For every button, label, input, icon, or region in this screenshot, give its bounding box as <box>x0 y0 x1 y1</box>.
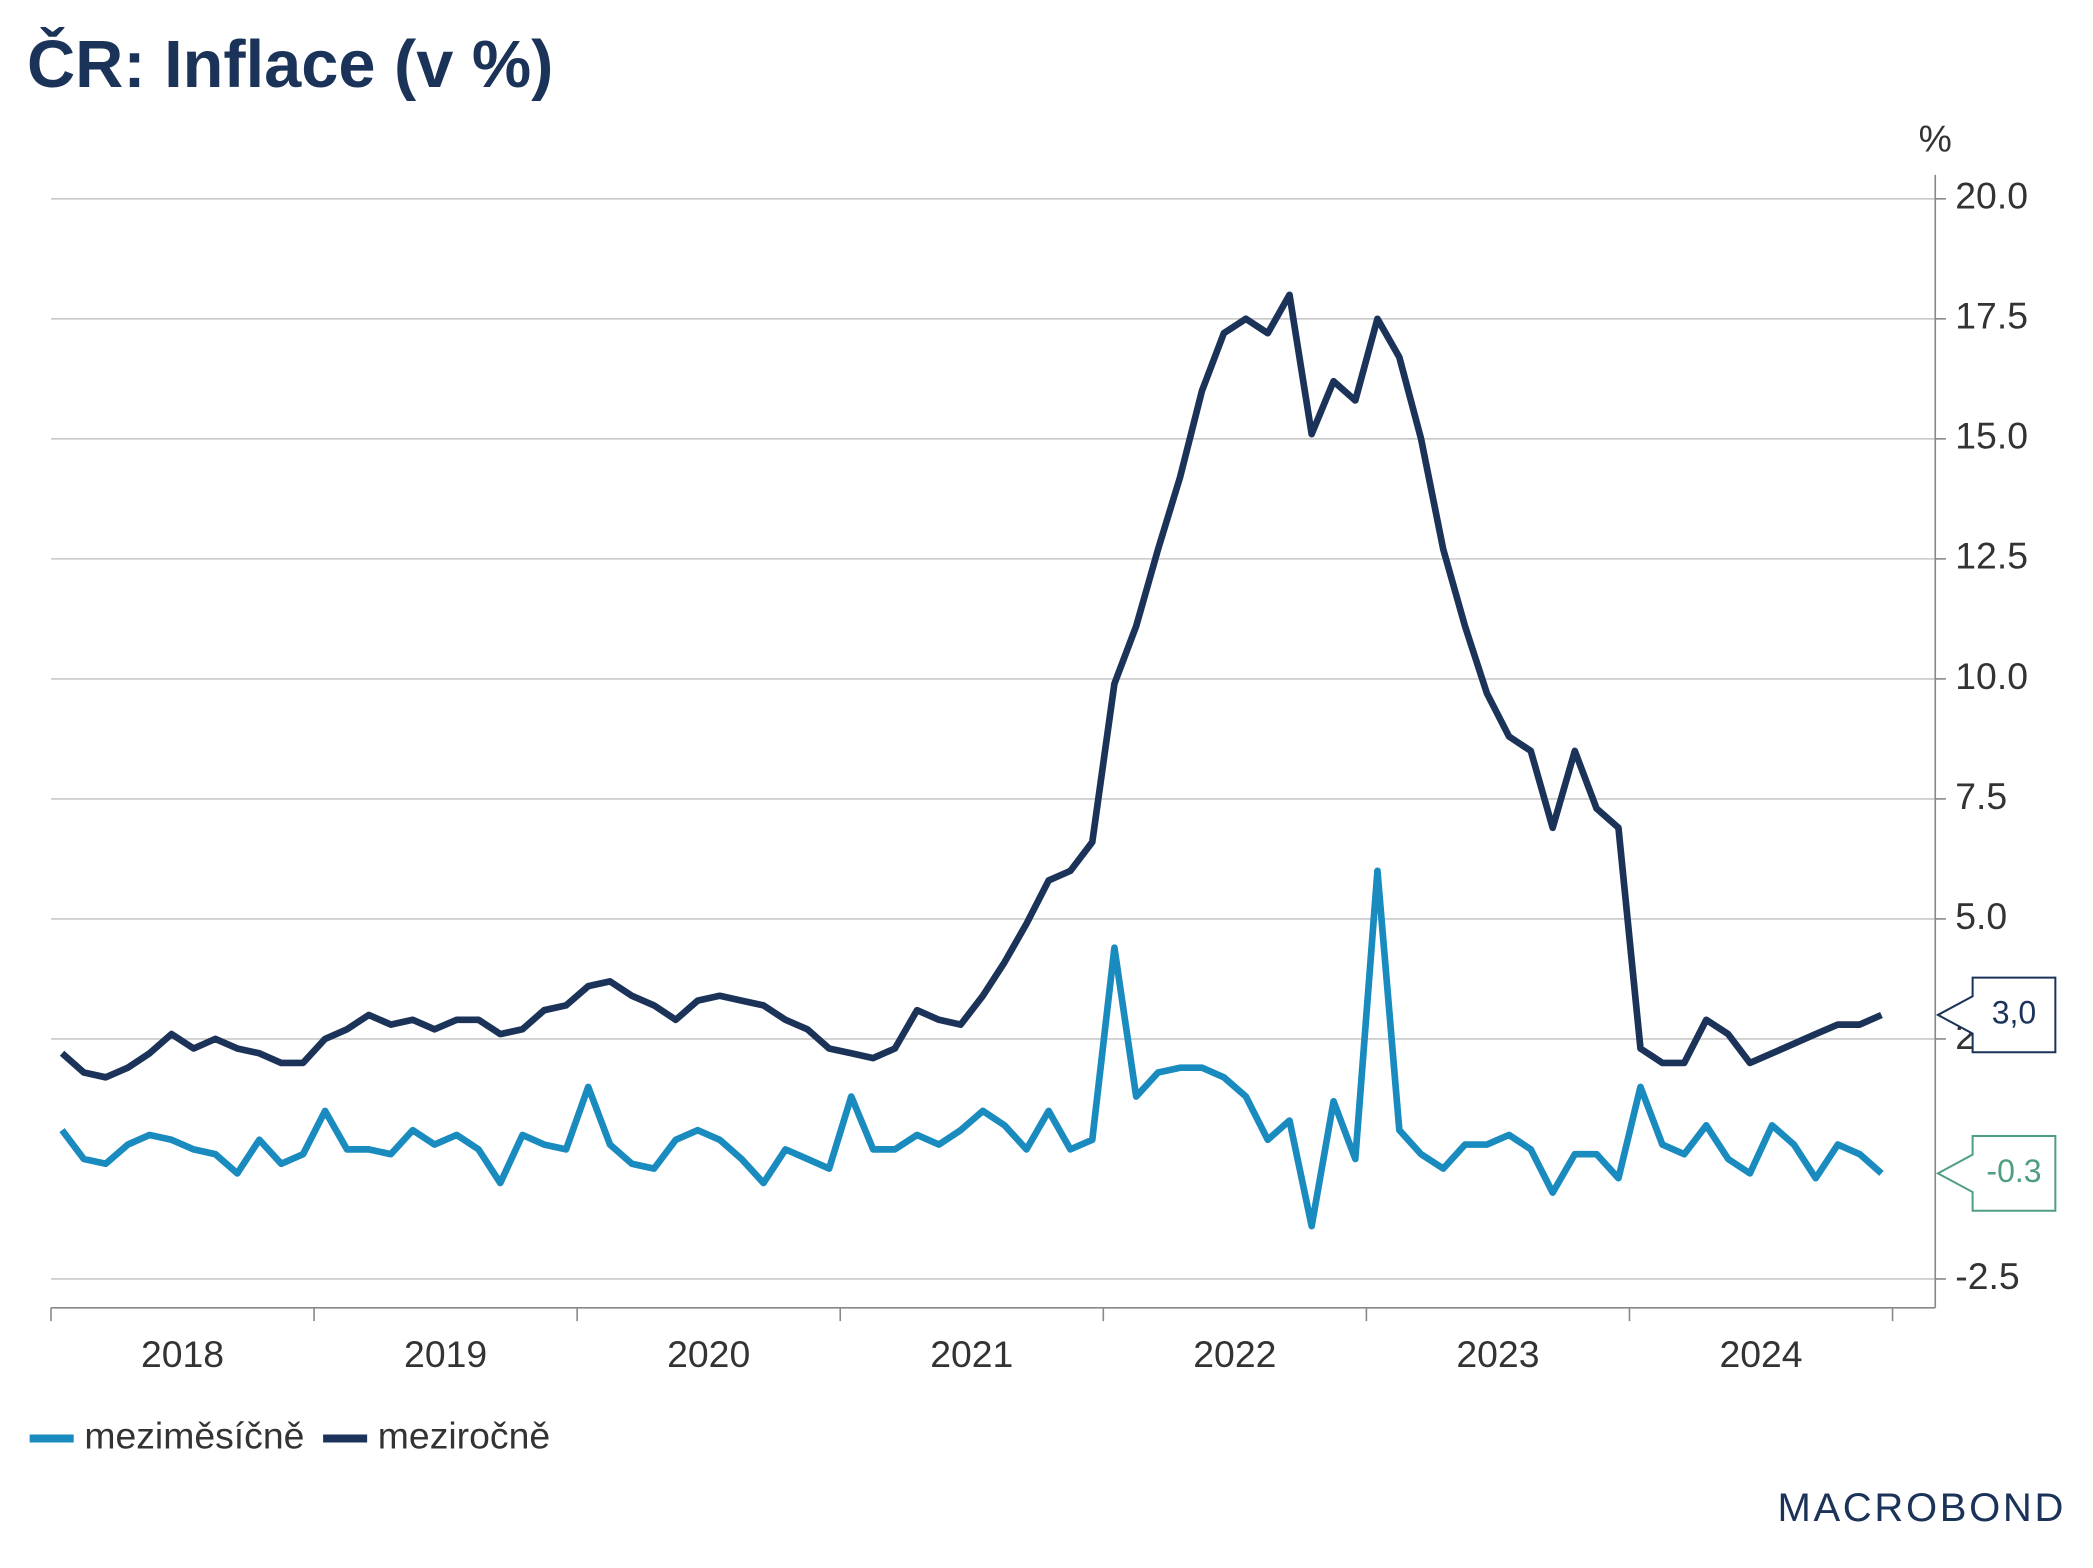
end-label: -0.3 <box>1986 1153 2041 1189</box>
end-label-box <box>1935 1134 2057 1212</box>
legend-label: meziročně <box>378 1414 550 1456</box>
x-tick-label: 2018 <box>141 1333 224 1375</box>
x-tick-label: 2022 <box>1193 1333 1276 1375</box>
y-tick-label: 12.5 <box>1955 535 2028 577</box>
y-tick-label: 5.0 <box>1955 895 2007 937</box>
x-tick-label: 2024 <box>1719 1333 1802 1375</box>
y-tick-label: 10.0 <box>1955 655 2028 697</box>
x-tick-label: 2020 <box>667 1333 750 1375</box>
y-tick-label: 20.0 <box>1955 175 2028 217</box>
x-tick-label: 2021 <box>930 1333 1013 1375</box>
x-tick-label: 2023 <box>1456 1333 1539 1375</box>
series-line <box>59 291 1883 1081</box>
y-tick-label: 17.5 <box>1955 295 2028 337</box>
end-label-box <box>1935 976 2057 1054</box>
end-label: 3,0 <box>1992 994 2037 1030</box>
brand-logo: MACROBOND <box>1777 1486 2066 1530</box>
y-tick-label: 7.5 <box>1955 775 2007 817</box>
y-tick-label: 15.0 <box>1955 415 2028 457</box>
y-tick-label: -2.5 <box>1955 1255 2019 1297</box>
legend-label: meziměsíčně <box>84 1414 304 1456</box>
chart-title: ČR: Inflace (v %) <box>27 27 553 102</box>
series-line <box>59 867 1884 1230</box>
y-unit: % <box>1919 117 1952 159</box>
x-tick-label: 2019 <box>404 1333 487 1375</box>
